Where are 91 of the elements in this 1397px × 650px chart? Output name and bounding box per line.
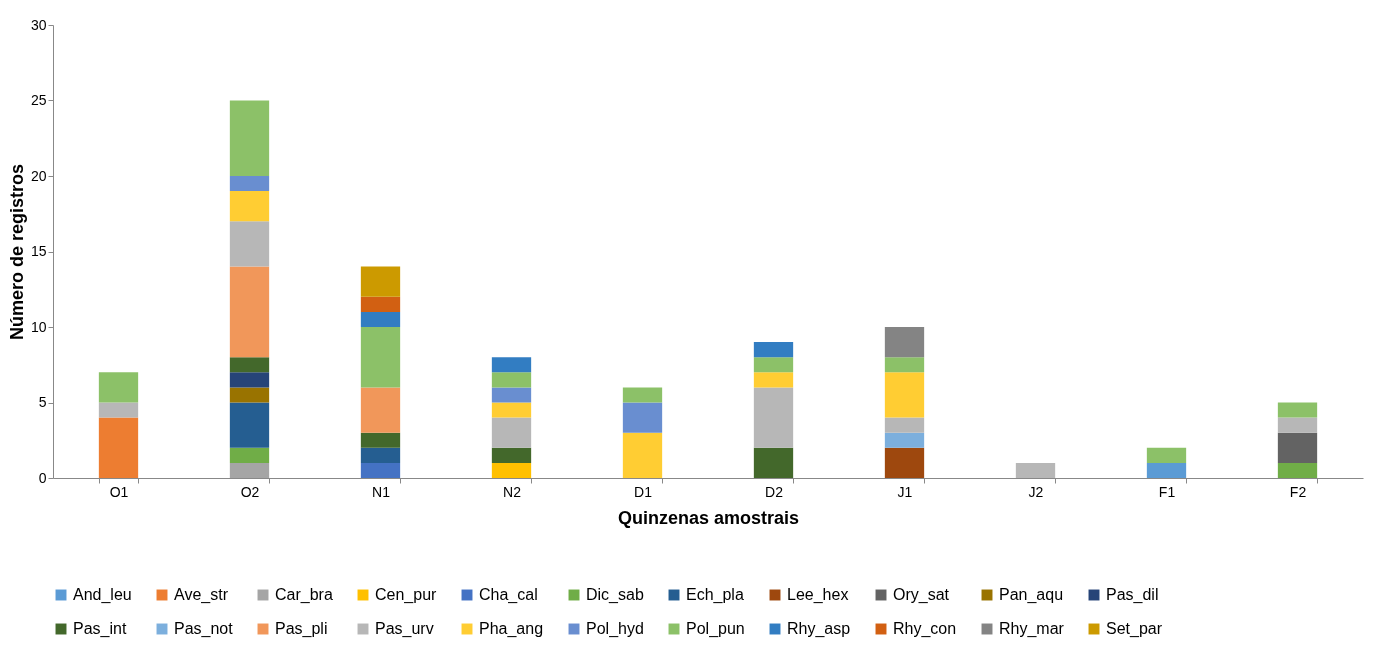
- bar: [229, 221, 270, 267]
- legend-label: Ave_str: [174, 586, 229, 604]
- bar: [884, 432, 925, 448]
- legend-label: Pha_ang: [479, 620, 544, 638]
- bar: [753, 372, 794, 388]
- bar: [229, 357, 270, 373]
- legend-label: Cha_cal: [479, 586, 538, 604]
- bar: [491, 372, 532, 388]
- legend-label: Ory_sat: [893, 586, 950, 604]
- x-tick-label: O1: [109, 483, 129, 500]
- x-tick-label: F2: [1289, 483, 1307, 500]
- bar: [360, 327, 401, 388]
- bar: [884, 372, 925, 418]
- bar: [884, 447, 925, 478]
- bar: [98, 372, 139, 403]
- legend-label: Rhy_mar: [999, 620, 1065, 638]
- legend-label: Pas_int: [73, 620, 127, 638]
- bar: [884, 327, 925, 358]
- bar: [884, 417, 925, 433]
- x-tick-label: D2: [765, 483, 784, 500]
- x-tick-label: O2: [240, 483, 260, 500]
- x-tick-label: D1: [634, 483, 653, 500]
- bar: [360, 462, 401, 478]
- bar: [491, 462, 532, 478]
- legend-label: Ech_pla: [686, 586, 744, 604]
- legend-label: Car_bra: [275, 586, 333, 604]
- y-tick-label: 0: [38, 469, 47, 486]
- legend-label: Pas_urv: [375, 620, 434, 638]
- bar: [229, 100, 270, 176]
- bar: [229, 176, 270, 192]
- bar: [229, 402, 270, 448]
- bar: [229, 191, 270, 222]
- legend-label: Pas_not: [174, 620, 234, 638]
- bar: [622, 432, 663, 478]
- bar: [491, 357, 532, 373]
- x-axis-title: Quinzenas amostrais: [617, 507, 800, 528]
- legend-label: Pol_hyd: [586, 620, 644, 638]
- x-tick-label: J2: [1028, 483, 1044, 500]
- bar: [491, 402, 532, 418]
- bar: [491, 447, 532, 463]
- y-tick-label: 20: [30, 167, 47, 184]
- legend-label: Pol_pun: [686, 620, 745, 638]
- bar: [1146, 447, 1187, 463]
- bar: [1277, 432, 1318, 463]
- bar: [360, 311, 401, 327]
- bar: [1277, 402, 1318, 418]
- legend-label: And_leu: [73, 586, 132, 604]
- bar: [1277, 417, 1318, 433]
- y-tick-label: 30: [30, 16, 47, 33]
- bar: [884, 357, 925, 373]
- bar: [491, 417, 532, 448]
- x-tick-label: N1: [372, 483, 391, 500]
- bar: [1146, 462, 1187, 478]
- bar: [360, 296, 401, 312]
- bar: [360, 387, 401, 433]
- bar: [753, 387, 794, 448]
- legend-label: Rhy_asp: [787, 620, 851, 638]
- legend-label: Pas_pli: [275, 620, 328, 638]
- bar: [360, 447, 401, 463]
- legend-label: Pas_dil: [1106, 586, 1159, 604]
- legend-label: Set_par: [1106, 620, 1163, 638]
- legend-label: Pan_aqu: [999, 586, 1064, 604]
- bar: [622, 387, 663, 403]
- legend-label: Cen_pur: [375, 586, 438, 604]
- legend-label: Dic_sab: [586, 586, 644, 604]
- bar: [1015, 462, 1056, 478]
- x-tick-label: J1: [897, 483, 913, 500]
- bar: [753, 447, 794, 478]
- bar: [491, 387, 532, 403]
- bar: [753, 357, 794, 373]
- bar: [229, 266, 270, 358]
- bar: [229, 387, 270, 403]
- bar: [229, 372, 270, 388]
- bar: [98, 417, 139, 478]
- bar: [229, 447, 270, 463]
- bar: [360, 266, 401, 297]
- bar: [622, 402, 663, 433]
- y-tick-label: 15: [30, 243, 47, 259]
- bar: [360, 432, 401, 448]
- y-tick-label: 10: [30, 318, 47, 335]
- y-tick-label: 5: [38, 394, 47, 410]
- x-tick-label: F1: [1158, 483, 1176, 500]
- bar: [229, 462, 270, 478]
- y-tick-label: 25: [30, 92, 47, 108]
- legend-label: Lee_hex: [787, 586, 849, 604]
- x-tick-label: N2: [503, 483, 522, 500]
- bar: [753, 342, 794, 358]
- bar: [98, 402, 139, 418]
- legend-label: Rhy_con: [893, 620, 957, 638]
- bar: [1277, 462, 1318, 478]
- y-axis-title: Número de registros: [6, 163, 27, 341]
